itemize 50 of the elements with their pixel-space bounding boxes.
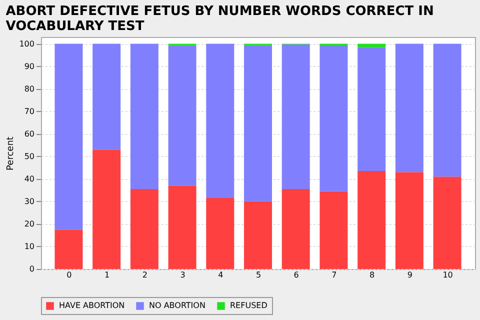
y-tick-label: 100 bbox=[19, 39, 34, 48]
x-tick-label: 1 bbox=[104, 270, 110, 280]
y-axis-title: Percent bbox=[6, 136, 16, 170]
x-tick-label: 5 bbox=[256, 270, 262, 280]
bar bbox=[92, 150, 121, 269]
bar bbox=[433, 44, 462, 177]
y-tick-label: 80 bbox=[24, 84, 34, 94]
legend-label: REFUSED bbox=[230, 301, 268, 310]
bar bbox=[168, 45, 196, 186]
bar bbox=[433, 176, 462, 269]
y-tick-label: 50 bbox=[24, 152, 34, 161]
x-tick-label: 3 bbox=[180, 270, 186, 280]
legend-label: NO ABORTION bbox=[149, 301, 206, 310]
y-tick-label: 40 bbox=[24, 174, 34, 184]
bar bbox=[320, 46, 348, 192]
bar bbox=[358, 47, 386, 172]
y-tick-label: 20 bbox=[24, 219, 34, 228]
bar bbox=[130, 44, 158, 190]
legend-label: HAVE ABORTION bbox=[59, 301, 125, 310]
x-tick-label: 6 bbox=[294, 270, 299, 280]
y-tick-label: 0 bbox=[29, 264, 34, 274]
bar bbox=[54, 230, 83, 269]
bar bbox=[92, 44, 121, 150]
text: VOCABULARY TEST bbox=[6, 19, 144, 34]
bar bbox=[168, 186, 196, 269]
x-tick-label: 0 bbox=[66, 270, 72, 280]
bar bbox=[395, 44, 424, 172]
y-tick-label: 10 bbox=[24, 242, 34, 251]
y-tick-label: 30 bbox=[24, 196, 34, 206]
bar bbox=[282, 44, 310, 190]
x-tick-label: 10 bbox=[442, 270, 453, 280]
bar bbox=[282, 189, 310, 269]
y-tick-label: 60 bbox=[24, 129, 34, 138]
y-tick-label: 90 bbox=[24, 62, 34, 71]
y-tick-label: 70 bbox=[24, 106, 34, 116]
x-tick-label: 8 bbox=[370, 270, 375, 280]
bar bbox=[206, 198, 234, 269]
bar bbox=[206, 44, 234, 198]
bar bbox=[320, 191, 348, 269]
x-tick-label: 9 bbox=[407, 270, 412, 280]
x-tick-label: 7 bbox=[332, 270, 337, 280]
bar bbox=[395, 172, 424, 269]
bar bbox=[54, 44, 83, 230]
bar bbox=[358, 171, 386, 269]
x-tick-label: 4 bbox=[218, 270, 224, 280]
bar bbox=[244, 45, 272, 202]
x-tick-label: 2 bbox=[142, 270, 148, 280]
text: ABORT DEFECTIVE FETUS BY NUMBER WORDS CORRECT IN bbox=[6, 4, 434, 19]
bar bbox=[130, 189, 158, 269]
bar bbox=[244, 201, 272, 269]
